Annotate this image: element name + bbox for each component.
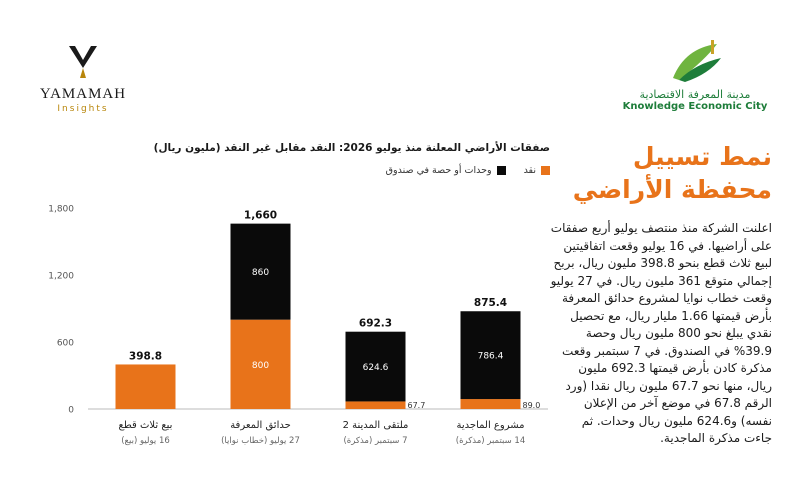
bar-segment-label: 786.4 — [478, 352, 504, 362]
x-tick-sublabel: 7 سبتمبر (مذكرة) — [343, 436, 407, 446]
bar-segment-label: 860 — [252, 268, 269, 278]
yamamah-sub-text: Insights — [57, 104, 109, 114]
bar-total-label: 875.4 — [474, 297, 507, 309]
y-tick-label: 600 — [57, 339, 74, 349]
bar-segment-label: 624.6 — [363, 363, 389, 373]
x-tick-label: بيع ثلاث قطع — [119, 420, 173, 431]
x-tick-label: ملتقى المدينة 2 — [343, 420, 409, 431]
y-tick-label: 1,200 — [48, 272, 74, 282]
bar-segment — [460, 399, 521, 409]
x-tick-sublabel: 16 يوليو (بيع) — [121, 436, 170, 446]
x-tick-label: حدائق المعرفة — [230, 420, 291, 431]
yamamah-emblem-icon — [69, 46, 97, 78]
x-tick-sublabel: 14 سبتمبر (مذكرة) — [456, 436, 526, 446]
bar-segment — [115, 364, 176, 409]
legend-swatch-units — [496, 166, 506, 175]
bar-total-label: 692.3 — [359, 318, 392, 330]
legend-label-units: وحدات أو حصة في صندوق — [385, 165, 492, 176]
kec-english-name: Knowledge Economic City — [622, 101, 768, 112]
legend-item-cash: نقد — [524, 165, 550, 176]
headline: نمط تسييل محفظة الأراضي — [572, 142, 772, 204]
chart-title: صفقات الأراضي المعلنة منذ يوليو 2026: ال… — [153, 142, 550, 154]
bar-segment — [460, 311, 521, 400]
bar-segment — [230, 319, 291, 409]
chart-legend: نقد وحدات أو حصة في صندوق — [280, 165, 550, 176]
legend-label-cash: نقد — [523, 165, 536, 176]
kec-emblem-icon — [673, 40, 721, 82]
bar-segment-label: 89.0 — [523, 401, 541, 410]
bar-segment — [345, 331, 406, 402]
yamamah-brand-text: YAMAMAH — [39, 86, 127, 102]
y-tick-label: 0 — [68, 406, 74, 416]
bar-total-label: 1,660 — [244, 210, 277, 222]
y-tick-label: 1,800 — [48, 205, 74, 215]
bar-segment-label: 67.7 — [408, 401, 426, 410]
x-tick-sublabel: 27 يوليو (خطاب نوايا) — [221, 436, 300, 446]
yamamah-logo: YAMAMAH Insights — [28, 44, 138, 114]
legend-item-units: وحدات أو حصة في صندوق — [386, 165, 506, 176]
bar-segment-label: 800 — [252, 361, 269, 371]
bar-total-label: 398.8 — [129, 350, 162, 362]
legend-swatch-cash — [541, 166, 550, 175]
body-text: اعلنت الشركة منذ منتصف يوليو أربع صفقات … — [550, 221, 772, 445]
kec-arabic-name: مدينة المعرفة الاقتصادية — [639, 88, 751, 101]
kec-logo: مدينة المعرفة الاقتصادية Knowledge Econo… — [620, 38, 770, 112]
x-tick-label: مشروع الماجدية — [457, 420, 525, 431]
bar-segment — [230, 223, 291, 320]
bar-segment — [345, 401, 406, 409]
